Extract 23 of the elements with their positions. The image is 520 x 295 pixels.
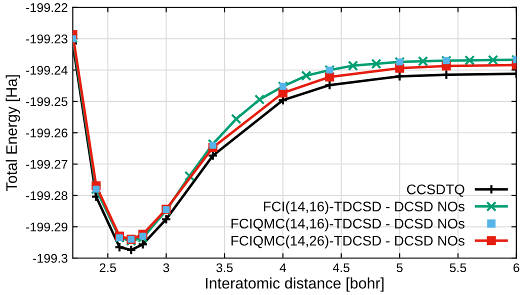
x-axis-title: Interatomic distance [bohr] <box>206 277 384 292</box>
x-tick-label: 4 <box>280 263 286 272</box>
x-tick-label: 5 <box>396 263 403 272</box>
legend-label: FCIQMC(14,16)-TDCSD - DCSD NOs <box>232 218 464 232</box>
y-tick-label: -199.22 <box>26 3 68 12</box>
y-tick-label: -199.28 <box>26 191 68 200</box>
y-tick-label: -199.24 <box>26 66 68 75</box>
y-axis-title: Total Energy [Ha] <box>6 75 20 191</box>
y-tick-label: -199.23 <box>26 34 68 44</box>
x-tick-label: 2.5 <box>100 263 116 272</box>
x-tick-label: 3 <box>163 263 170 272</box>
legend-label: FCIQMC(14,26)-TDCSD - DCSD NOs <box>232 235 464 248</box>
x-tick-label: 6 <box>514 263 520 272</box>
legend-label: CCSDTQ <box>407 184 464 197</box>
legend-label: FCI(14,16)-TDCSD - DCSD NOs <box>264 201 464 214</box>
y-tick-label: -199.3 <box>33 254 68 263</box>
y-tick-label: -199.25 <box>26 97 68 106</box>
x-tick-label: 4.5 <box>332 263 350 272</box>
x-tick-label: 3.5 <box>216 263 233 272</box>
y-tick-label: -199.27 <box>26 160 68 169</box>
y-tick-label: -199.26 <box>26 128 68 138</box>
x-tick-label: 5.5 <box>450 263 466 272</box>
y-tick-label: -199.29 <box>26 222 68 232</box>
